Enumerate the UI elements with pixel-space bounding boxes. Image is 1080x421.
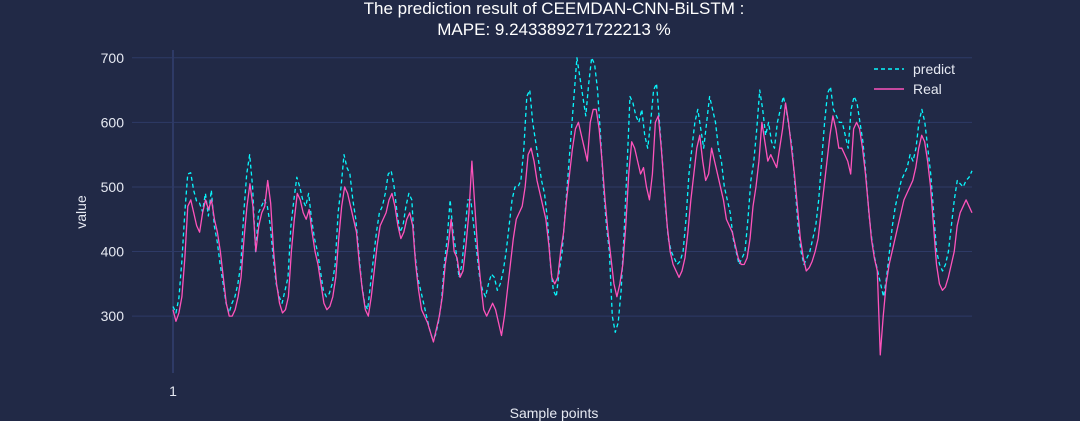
series-line-real <box>172 102 973 356</box>
x-tick-label-1: 1 <box>169 383 177 399</box>
y-tick-label-500: 500 <box>101 179 125 195</box>
x-axis-ticks: 1 <box>169 383 177 399</box>
legend-real-label[interactable]: Real <box>913 81 942 97</box>
y-axis-ticks: 300 400 500 600 700 <box>101 50 125 324</box>
y-tick-label-400: 400 <box>101 244 125 260</box>
y-tick-label-700: 700 <box>101 50 125 66</box>
y-axis-label: value <box>73 195 89 229</box>
chart-title-line-1: The prediction result of CEEMDAN-CNN-BiL… <box>364 0 745 18</box>
legend[interactable]: predict Real <box>874 61 955 97</box>
y-tick-label-300: 300 <box>101 308 125 324</box>
chart-title-line-2: MAPE: 9.243389271722213 % <box>437 20 670 39</box>
series-lines <box>172 57 973 356</box>
y-tick-label-600: 600 <box>101 114 125 130</box>
x-axis-label: Sample points <box>510 405 599 421</box>
legend-predict-label[interactable]: predict <box>913 61 955 77</box>
